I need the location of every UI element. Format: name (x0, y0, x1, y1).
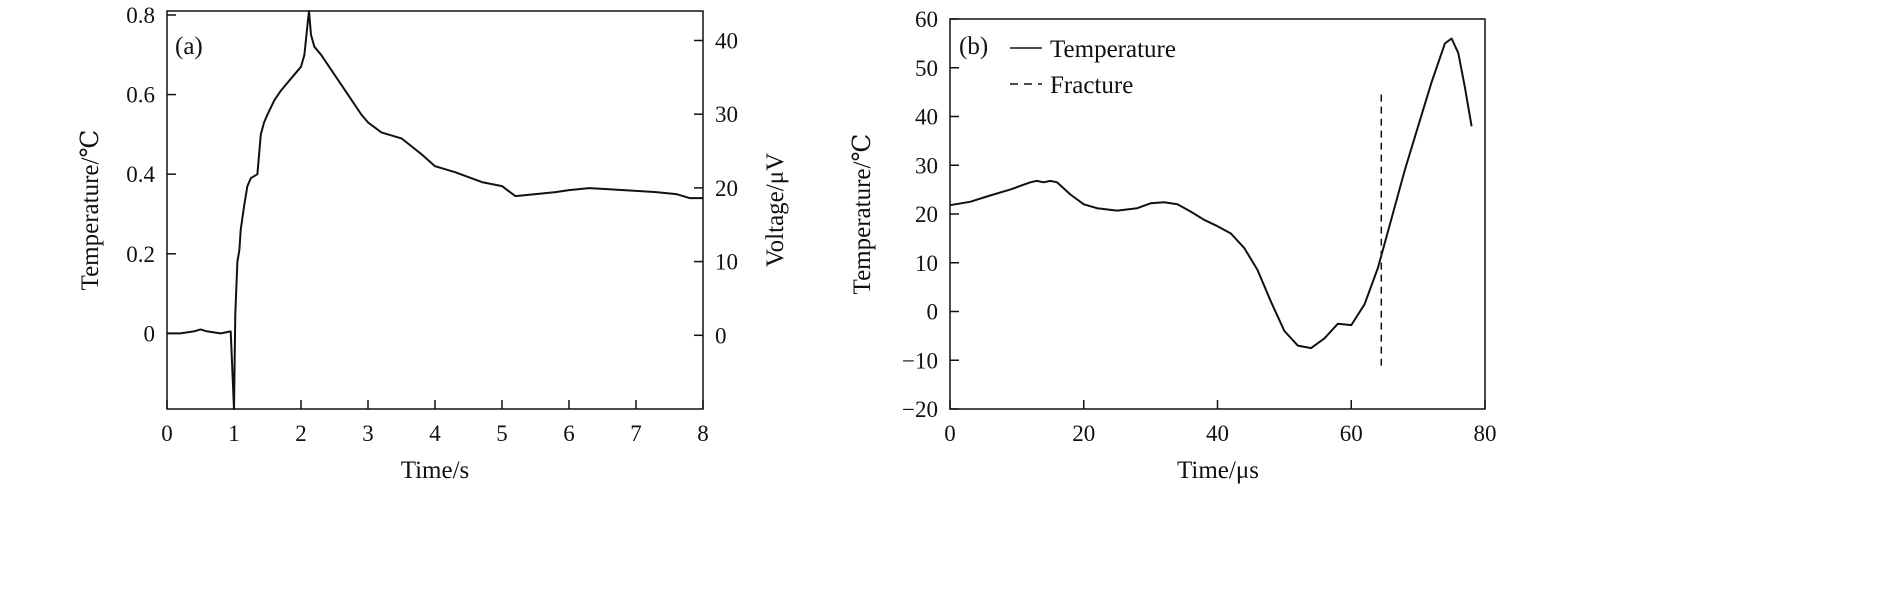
panel-a-y-tick-label: 0.8 (126, 3, 155, 28)
panel-a-x-tick-label: 3 (362, 421, 374, 446)
panel-a-y2-tick-label: 10 (715, 250, 738, 275)
panel-a-y-tick-label: 0.4 (126, 162, 155, 187)
panel-b-y-tick-label: 60 (915, 7, 938, 32)
panel-a-x-tick-label: 4 (429, 421, 441, 446)
panel-a-x-tick-label: 1 (228, 421, 240, 446)
panel-a-x-tick-label: 0 (161, 421, 173, 446)
panel-a-label: (a) (175, 33, 203, 60)
panel-b-frame (949, 18, 1486, 410)
panel-a-x-tick-label: 5 (496, 421, 508, 446)
legend-fracture-label: Fracture (1050, 72, 1133, 99)
panel-b-y-tick-label: −20 (902, 397, 938, 422)
panel-a-series (167, 10, 703, 410)
panel-a-series-line-0 (167, 10, 703, 410)
panel-b-y-tick-label: 20 (915, 202, 938, 227)
panel-a-frame (166, 10, 704, 410)
panel-b-y-tick-label: 50 (915, 56, 938, 81)
panel-a-y-tick-label: 0.6 (126, 83, 155, 108)
panel-b: 0 20 40 60 80 −20 −10 0 10 20 30 40 50 60 (b) Temper… (849, 7, 1497, 484)
panel-a-x-axis-label: Time/s (401, 457, 470, 484)
panel-b-x-tick-label: 60 (1340, 421, 1363, 446)
panel-a-x-ticks: 0 1 2 3 4 5 6 7 8 (161, 400, 709, 446)
panel-b-x-tick-label: 40 (1206, 421, 1229, 446)
panel-a-x-tick-label: 8 (697, 421, 709, 446)
panel-b-x-tick-label: 0 (944, 421, 956, 446)
panel-b-y-tick-label: 30 (915, 153, 938, 178)
panel-b-legend: Temperature Fracture (1010, 36, 1176, 99)
legend-temperature-label: Temperature (1050, 36, 1176, 63)
panel-a-y-tick-label: 0 (144, 321, 156, 346)
panel-b-y-tick-label: 10 (915, 251, 938, 276)
panel-a-y2-ticks: 0 10 20 30 40 (694, 28, 738, 348)
panel-b-y-tick-label: 40 (915, 105, 938, 130)
panel-b-x-ticks: 0 20 40 60 80 (944, 400, 1497, 446)
panel-a-y2-tick-label: 30 (715, 102, 738, 127)
panel-a-x-tick-label: 7 (630, 421, 642, 446)
panel-a-y-ticks: 0 0.2 0.4 0.6 0.8 (126, 3, 176, 346)
panel-a-y2-tick-label: 20 (715, 176, 738, 201)
panel-b-x-axis-label: Time/μs (1177, 457, 1259, 484)
panel-b-label: (b) (959, 33, 988, 60)
panel-b-y-ticks: −20 −10 0 10 20 30 40 50 60 (902, 7, 959, 422)
panel-a-y2-tick-label: 0 (715, 323, 727, 348)
panel-b-series (949, 37, 1473, 370)
panel-a-y2-axis-label: Voltage/μV (762, 153, 789, 267)
panel-b-y-axis-label: Temperature/℃ (849, 134, 876, 295)
panel-a: 0 1 2 3 4 5 6 7 8 0 0.2 0.4 0.6 0.8 0 10 20 30 40 (a) Ti… (77, 3, 789, 484)
panel-a-x-tick-label: 2 (295, 421, 307, 446)
panel-a-x-tick-label: 6 (563, 421, 575, 446)
panel-b-y-tick-label: 0 (927, 300, 939, 325)
panel-a-y-axis-label: Temperature/℃ (77, 130, 104, 291)
panel-b-x-tick-label: 80 (1474, 421, 1497, 446)
panel-b-y-tick-label: −10 (902, 348, 938, 373)
panel-b-x-tick-label: 20 (1072, 421, 1095, 446)
panel-b-series-line-0 (949, 37, 1473, 350)
panel-a-y2-tick-label: 40 (715, 28, 738, 53)
panel-a-y-tick-label: 0.2 (126, 242, 155, 267)
